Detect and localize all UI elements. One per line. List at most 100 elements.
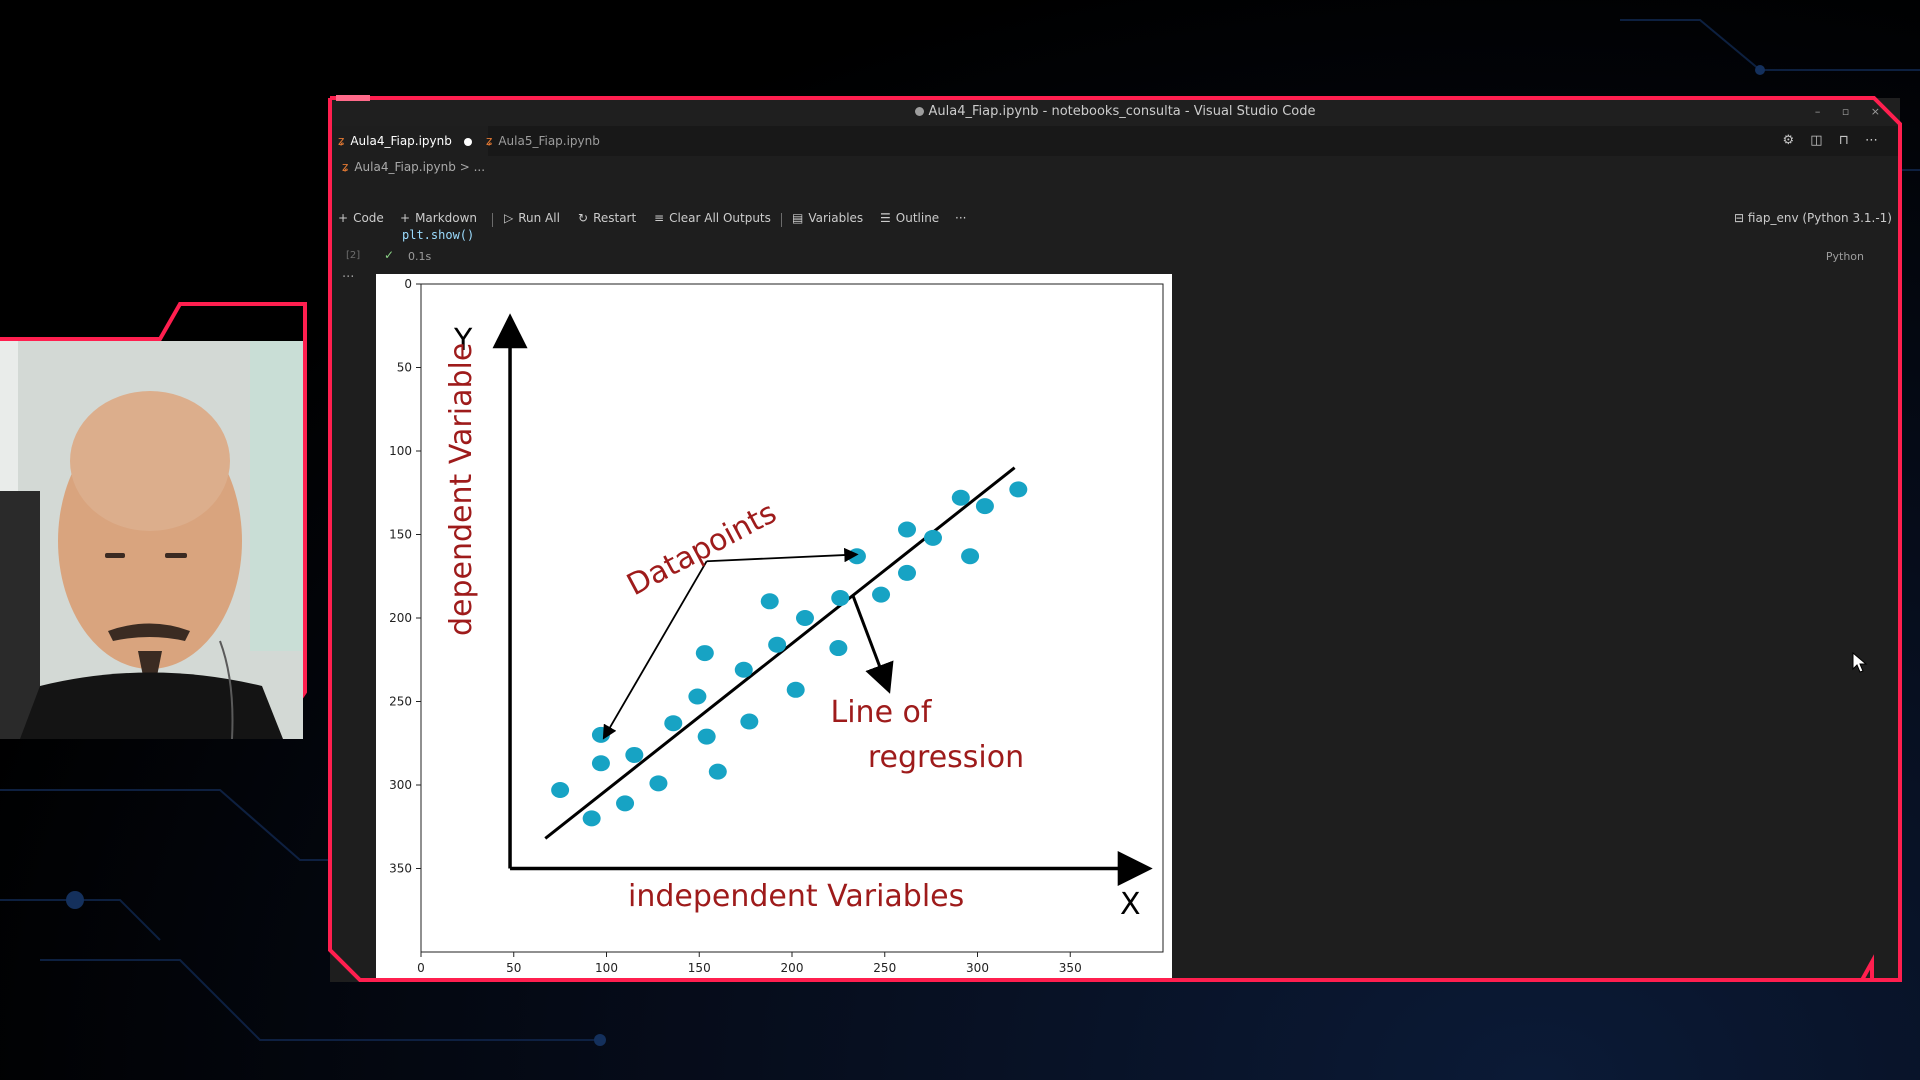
execution-count: [2] [346, 250, 361, 261]
modified-dot-icon[interactable] [463, 137, 472, 146]
variables-icon: ▤ [792, 211, 804, 225]
notebook-icon: ʑ [486, 134, 493, 148]
execution-time: 0.1s [408, 250, 432, 263]
data-point [708, 763, 727, 780]
toolbar-divider [492, 213, 493, 227]
plus-icon: + [338, 211, 349, 225]
data-point [951, 489, 970, 506]
data-point [975, 498, 994, 515]
data-point [616, 795, 635, 812]
lock-icon[interactable]: ⊓ [1838, 133, 1849, 148]
restore-icon[interactable]: ▫ [1841, 105, 1850, 118]
add-markdown-button[interactable]: + Markdown [400, 211, 478, 225]
kernel-icon: ⊟ [1734, 211, 1748, 225]
variables-button[interactable]: ▤ Variables [792, 211, 864, 225]
data-point [961, 548, 980, 565]
y-tick-label: 350 [389, 862, 412, 876]
data-point [847, 548, 866, 565]
data-point [740, 713, 759, 730]
breadcrumb: ʑ Aula4_Fiap.ipynb > ... [342, 160, 485, 174]
webcam-video [0, 341, 303, 739]
x-tick-label: 200 [781, 961, 804, 975]
tab-aula5[interactable]: ʑ Aula5_Fiap.ipynb [478, 126, 610, 156]
data-point [688, 688, 707, 705]
y-tick-label: 300 [389, 778, 412, 792]
data-point [923, 529, 942, 546]
kernel-picker[interactable]: ⊟ fiap_env (Python 3.1.-1) [1734, 211, 1892, 225]
matplotlib-figure: 0 50 100 150 200 250 300 350 0 50 100 150 200 250 300… [389, 277, 1164, 975]
breadcrumb-file[interactable]: Aula4_Fiap.ipynb [354, 160, 456, 174]
gear-icon[interactable]: ⚙ [1782, 133, 1795, 148]
editor-tab-bar: ʑ Aula4_Fiap.ipynb ʑ Aula5_Fiap.ipynb ⚙ ◫ … [330, 126, 1900, 156]
unsaved-indicator [914, 107, 924, 116]
notebook-toolbar: + Code + Markdown ▷ Run All ↻ Restart ≡ Clear… [330, 208, 1900, 232]
y-tick-label: 250 [389, 695, 412, 709]
output-menu-button[interactable]: ··· [342, 270, 355, 285]
clear-list-icon: ≡ [654, 211, 665, 225]
data-point [1009, 481, 1028, 498]
data-point [697, 728, 716, 745]
x-tick-label: 50 [506, 961, 521, 975]
notebook-icon: ʑ [338, 134, 345, 148]
data-point [795, 610, 814, 626]
data-point [786, 681, 805, 698]
data-point [831, 589, 850, 606]
clear-outputs-button[interactable]: ≡ Clear All Outputs [654, 211, 771, 225]
data-point [649, 775, 668, 792]
check-icon: ✓ [384, 248, 395, 262]
data-point [664, 715, 683, 732]
y-tick-label: 50 [397, 361, 412, 375]
line-label-1: Line of [831, 695, 933, 730]
more-actions-button[interactable]: ··· [955, 211, 967, 225]
mouse-cursor-icon [1852, 652, 1868, 673]
close-icon[interactable]: × [1870, 105, 1880, 118]
x-tick-label: 150 [688, 961, 711, 975]
tab-aula4[interactable]: ʑ Aula4_Fiap.ipynb [330, 126, 488, 156]
split-editor-icon[interactable]: ◫ [1810, 133, 1823, 148]
toolbar-divider [781, 213, 782, 227]
axes-frame [420, 283, 1164, 953]
y-axis-caption: dependent Variable [444, 343, 479, 636]
notebook-icon: ʑ [342, 160, 349, 174]
x-letter: X [1120, 887, 1141, 922]
minimize-icon[interactable]: – [1814, 105, 1821, 118]
x-tick-label: 100 [595, 961, 618, 975]
data-point [760, 593, 779, 610]
data-point [734, 661, 753, 678]
more-icon[interactable]: ⋯ [1865, 133, 1878, 148]
x-tick-label: 300 [966, 961, 989, 975]
cell-status-bar: [2] ✓ 0.1s Python [330, 246, 1890, 266]
y-tick-label: 100 [389, 444, 412, 458]
data-point [829, 640, 848, 657]
x-tick-label: 0 [417, 961, 425, 975]
cell-output-image: 0 50 100 150 200 250 300 350 0 50 100 150 200 250 300… [376, 274, 1172, 982]
y-tick-label: 0 [404, 277, 412, 291]
cell-language[interactable]: Python [1825, 250, 1864, 263]
run-all-button[interactable]: ▷ Run All [504, 211, 560, 225]
restart-button[interactable]: ↻ Restart [578, 211, 637, 225]
restart-icon: ↻ [578, 211, 589, 225]
tab-label: Aula4_Fiap.ipynb [350, 134, 452, 148]
x-axis-caption: independent Variables [628, 879, 964, 914]
play-icon: ▷ [504, 211, 514, 225]
window-title: Aula4_Fiap.ipynb - notebooks_consulta - … [928, 104, 1316, 119]
x-tick-label: 350 [1059, 961, 1082, 975]
data-point [898, 564, 917, 581]
data-point [898, 521, 917, 538]
add-code-button[interactable]: + Code [338, 211, 384, 225]
code-line[interactable]: plt.show() [402, 228, 475, 242]
data-point [625, 746, 644, 763]
data-point [872, 586, 891, 603]
vscode-window: Aula4_Fiap.ipynb - notebooks_consulta - … [330, 98, 1900, 982]
data-point [591, 755, 610, 772]
webcam-frame [0, 302, 307, 739]
outline-icon: ☰ [880, 211, 891, 225]
y-tick-label: 200 [389, 611, 412, 625]
y-tick-label: 150 [389, 528, 412, 542]
title-bar: Aula4_Fiap.ipynb - notebooks_consulta - … [330, 98, 1900, 126]
plus-icon: + [400, 211, 411, 225]
data-point [582, 810, 601, 827]
breadcrumb-rest[interactable]: > ... [459, 160, 486, 174]
outline-button[interactable]: ☰ Outline [880, 211, 940, 225]
data-point [591, 726, 610, 743]
